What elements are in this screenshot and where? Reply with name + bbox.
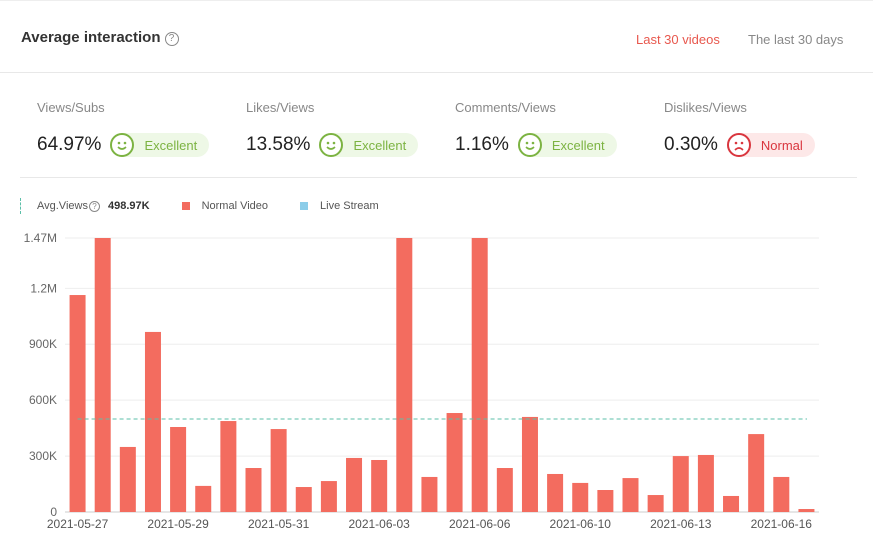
x-tick-label: 2021-05-27	[47, 517, 109, 531]
avg-views-value: 498.97K	[107, 200, 150, 212]
bar[interactable]	[119, 446, 136, 512]
divider	[20, 177, 857, 178]
metric-label: Likes/Views	[246, 100, 315, 115]
smile-face-icon	[110, 133, 135, 157]
section-title: Average interaction?	[21, 29, 179, 46]
bar[interactable]	[798, 509, 815, 512]
y-tick-label: 300K	[29, 449, 57, 463]
metric-label: Dislikes/Views	[664, 100, 747, 115]
bar[interactable]	[220, 421, 237, 512]
bar[interactable]	[320, 481, 337, 512]
bar[interactable]	[170, 427, 187, 512]
bar[interactable]	[371, 459, 388, 512]
bar[interactable]	[144, 331, 161, 512]
rating-badge: Normal	[726, 133, 815, 157]
tab-last-30-days[interactable]: The last 30 days	[748, 32, 844, 47]
metric-value: 0.30%	[664, 134, 718, 155]
metric-label: Views/Subs	[37, 100, 105, 115]
bar[interactable]	[396, 238, 413, 512]
bar[interactable]	[697, 454, 714, 512]
bar[interactable]	[295, 487, 312, 512]
help-icon[interactable]: ?	[164, 32, 179, 46]
rating-label: Normal	[760, 137, 803, 153]
metric-value: 13.58%	[246, 134, 311, 155]
bar[interactable]	[521, 416, 538, 512]
metric-label: Comments/Views	[455, 100, 556, 115]
header: Average interaction? Last 30 videos The …	[0, 0, 873, 73]
x-tick-label: 2021-06-16	[751, 517, 813, 531]
rating-label: Excellent	[353, 137, 407, 153]
metric-3: Dislikes/Views 0.30% Normal	[664, 100, 815, 157]
smile-face-icon	[517, 133, 542, 157]
y-tick-label: 0	[50, 505, 57, 519]
rating-label: Excellent	[551, 137, 605, 153]
rating-badge: Excellent	[319, 133, 419, 157]
bar[interactable]	[496, 468, 513, 512]
bar[interactable]	[446, 413, 463, 512]
bar[interactable]	[69, 295, 86, 512]
x-tick-label: 2021-05-29	[147, 517, 209, 531]
bar[interactable]	[270, 429, 287, 512]
bar[interactable]	[773, 476, 790, 512]
bar[interactable]	[471, 238, 488, 512]
metric-1: Likes/Views 13.58% Excellent	[246, 100, 419, 157]
x-tick-label: 2021-06-03	[348, 517, 410, 531]
bar[interactable]	[346, 457, 363, 512]
bar[interactable]	[547, 473, 564, 512]
metric-value: 64.97%	[37, 134, 102, 155]
rating-label: Excellent	[144, 137, 198, 153]
x-tick-label: 2021-06-13	[650, 517, 712, 531]
bar[interactable]	[421, 476, 438, 512]
bar[interactable]	[723, 495, 740, 512]
bar[interactable]	[572, 482, 589, 512]
bar[interactable]	[622, 478, 639, 512]
help-icon[interactable]: ?	[88, 200, 100, 212]
bar[interactable]	[748, 434, 765, 512]
avg-line-marker	[20, 198, 21, 214]
tab-last-30-videos[interactable]: Last 30 videos	[636, 32, 720, 47]
y-tick-label: 1.2M	[30, 281, 57, 295]
metric-value: 1.16%	[455, 134, 509, 155]
x-tick-label: 2021-06-06	[449, 517, 511, 531]
bar[interactable]	[647, 495, 664, 512]
normal-video-swatch	[181, 202, 190, 210]
smile-face-icon	[319, 133, 344, 157]
legend-normal-video[interactable]: Normal Video	[201, 200, 269, 212]
bar[interactable]	[245, 468, 262, 512]
x-tick-label: 2021-05-31	[248, 517, 310, 531]
bar[interactable]	[195, 485, 212, 512]
avg-views-label: Avg.Views	[37, 200, 88, 212]
title-text: Average interaction	[21, 29, 161, 46]
bar[interactable]	[672, 456, 689, 512]
y-tick-label: 1.47M	[24, 231, 57, 245]
rating-badge: Excellent	[517, 133, 617, 157]
bar[interactable]	[597, 490, 614, 512]
y-tick-label: 600K	[29, 393, 57, 407]
metric-2: Comments/Views 1.16% Excellent	[455, 100, 617, 157]
bar[interactable]	[94, 238, 111, 512]
y-tick-label: 900K	[29, 337, 57, 351]
legend-live-stream[interactable]: Live Stream	[320, 200, 379, 212]
live-stream-swatch	[300, 202, 309, 210]
chart-legend: Avg.Views? 498.97K Normal Video Live Str…	[20, 198, 379, 214]
rating-badge: Excellent	[110, 133, 210, 157]
x-tick-label: 2021-06-10	[550, 517, 612, 531]
frown-face-icon	[726, 133, 751, 157]
metric-0: Views/Subs 64.97% Excellent	[37, 100, 210, 157]
